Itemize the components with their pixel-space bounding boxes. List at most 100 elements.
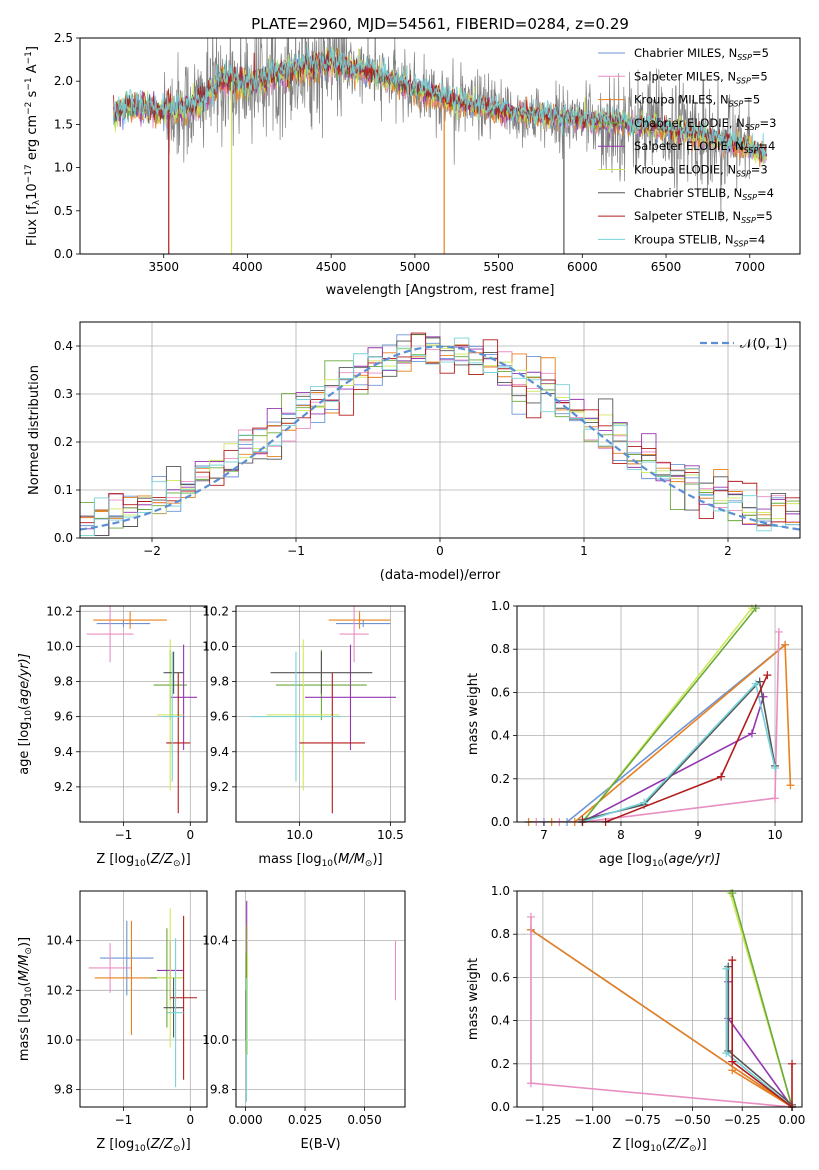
weight-vs-age-marker-salp-elodie: [747, 729, 756, 738]
weight-vs-z-ytick-label: 0.8: [491, 927, 510, 941]
spectrum-ytick-label: 1.5: [54, 117, 73, 131]
weight-vs-z-xtick-label: −0.50: [674, 1113, 711, 1127]
weight-vs-z-marker-salp-stelib: [788, 1059, 797, 1068]
age-vs-z-xtick-label: −1: [115, 828, 133, 842]
age-vs-z-ytick-label: 9.8: [54, 675, 73, 689]
legend-label-salp-elodie: Salpeter ELODIE, NSSP=4: [634, 139, 775, 155]
residuals-xtick-label: −1: [287, 544, 305, 558]
age-vs-mass-ytick-label: 10.0: [202, 639, 229, 653]
weight-vs-z-frame: [516, 890, 803, 1108]
weight-vs-age-marker-salp-miles: [774, 627, 783, 636]
mass-vs-ebv-xtick-label: 0.050: [347, 1113, 381, 1127]
weight-vs-age-xtick-label: 10: [767, 828, 782, 842]
residuals-xtick-label: 0: [436, 544, 444, 558]
legend-label-krou-elodie: Kroupa ELODIE, NSSP=3: [634, 163, 768, 179]
weight-vs-age-line-chab-miles: [528, 644, 786, 822]
weight-vs-age-xtick-label: 8: [617, 828, 625, 842]
age-vs-z-ytick-label: 9.2: [54, 780, 73, 794]
weight-vs-age-ytick-label: 0.8: [491, 642, 510, 656]
weight-vs-age-line-salp-stelib: [582, 674, 769, 822]
weight-vs-z-marker-salp-stelib: [728, 1057, 737, 1066]
weight-vs-age-marker-salp-stelib: [717, 772, 726, 781]
weight-vs-z-xtick-label: −1.25: [525, 1113, 562, 1127]
legend-gaussian-label: 𝒩(0, 1): [740, 337, 787, 352]
residuals-ytick-label: 0.4: [54, 339, 73, 353]
weight-vs-age-xtick-label: 7: [540, 828, 548, 842]
weight-vs-age-line-salp-miles: [536, 631, 780, 822]
weight-vs-z-xtick-label: −0.25: [724, 1113, 761, 1127]
legend-label-krou-miles: Kroupa MILES, NSSP=5: [634, 93, 760, 109]
mass-vs-ebv-ytick-label: 10.4: [202, 934, 229, 948]
mass-vs-ebv-xlabel: E(B-V): [300, 1137, 340, 1152]
age-vs-mass-frame: [235, 605, 406, 823]
spectrum-ytick-label: 2.0: [54, 74, 73, 88]
weight-vs-z-marker-krou-stelib: [722, 964, 731, 973]
weight-vs-age-line-chab-elodie: [581, 607, 757, 822]
spectrum-xtick-label: 6000: [567, 260, 598, 274]
residuals-xtick-label: 2: [724, 544, 732, 558]
weight-vs-age-line-krou-stelib: [582, 682, 776, 822]
spectrum-xtick-label: 6500: [651, 260, 682, 274]
weight-vs-z-marker-salp-stelib: [728, 956, 737, 965]
age-vs-mass-xtick-label: 10.0: [286, 828, 313, 842]
age-vs-mass-axes: [236, 606, 405, 822]
weight-vs-z-ytick-label: 0.4: [491, 1014, 510, 1028]
weight-vs-age-marker-krou-stelib: [771, 764, 780, 772]
weight-vs-age-marker-chab-elodie: [751, 604, 760, 613]
weight-vs-z-marker-krou-miles: [728, 1066, 737, 1075]
residuals-ytick-label: 0.1: [54, 483, 73, 497]
mass-vs-z-xtick-label: −1: [115, 1113, 133, 1127]
age-vs-z-ytick-label: 9.6: [54, 710, 73, 724]
gaussian-reference-line: [80, 345, 800, 531]
residuals-ylabel: Normed distribution: [27, 365, 42, 495]
weight-vs-z-xtick-label: −1.00: [574, 1113, 611, 1127]
model-spectrum-krou-stelib: [113, 46, 767, 164]
weight-vs-age-marker-salp-miles: [771, 794, 780, 803]
age-vs-z-ytick-label: 10.0: [46, 639, 73, 653]
figure-title: PLATE=2960, MJD=54561, FIBERID=0284, z=0…: [251, 15, 629, 33]
mass-vs-ebv-frame: [235, 890, 406, 1108]
weight-vs-age-frame: [516, 605, 803, 823]
mass-vs-ebv-xtick-label: 0.025: [288, 1113, 322, 1127]
age-vs-mass-ytick-label: 9.2: [210, 780, 229, 794]
residuals-xtick-label: 1: [580, 544, 588, 558]
legend-label-chab-elodie: Chabrier ELODIE, NSSP=3: [634, 116, 776, 132]
age-vs-mass-xtick-label: 10.5: [377, 828, 404, 842]
weight-vs-age-marker-salp-stelib: [763, 671, 772, 680]
spectrum-xlabel: wavelength [Angstrom, rest frame]: [326, 283, 555, 298]
legend-label-salp-miles: Salpeter MILES, NSSP=5: [634, 69, 768, 85]
weight-vs-z-ytick-label: 0.2: [491, 1057, 510, 1071]
residuals-xlabel: (data-model)/error: [380, 568, 501, 583]
spectrum-ylabel: Flux [fλ10−17 erg cm−2 s−1 A−1]: [24, 46, 42, 246]
legend-label-krou-stelib: Kroupa STELIB, NSSP=4: [634, 232, 765, 248]
weight-vs-age-ylabel: mass weight: [466, 673, 481, 755]
age-vs-z-ytick-label: 10.2: [46, 604, 73, 618]
age-vs-mass-ytick-label: 10.2: [202, 604, 229, 618]
weight-vs-z-xtick-label: 0.00: [779, 1113, 806, 1127]
mass-vs-z-axes: [80, 891, 207, 1107]
weight-vs-z-ytick-label: 1.0: [491, 884, 510, 898]
weight-vs-age-marker-krou-miles: [781, 640, 790, 649]
age-vs-z-axes: [80, 606, 207, 822]
age-vs-mass-ytick-label: 9.8: [210, 675, 229, 689]
weight-vs-z-marker-chab-elodie: [728, 889, 737, 898]
weight-vs-age-marker-krou-miles: [786, 781, 795, 790]
age-vs-mass-ytick-label: 9.6: [210, 710, 229, 724]
residuals-ytick-label: 0.0: [54, 531, 73, 545]
mass-vs-z-xlabel: Z [log10(Z/Z⊙)]: [96, 1137, 190, 1154]
mass-vs-z-ylabel: mass [log10(M/M⊙)]: [17, 937, 34, 1061]
legend-label-chab-miles: Chabrier MILES, NSSP=5: [634, 46, 769, 62]
histogram-krou-stelib: [80, 337, 800, 538]
age-vs-mass-ytick-label: 9.4: [210, 745, 229, 759]
weight-vs-z-line-krou-miles: [530, 929, 793, 1107]
weight-vs-age-xlabel: age [log10(age/yr)]: [599, 852, 721, 869]
weight-vs-age-ytick-label: 0.6: [491, 685, 510, 699]
mass-vs-ebv-ytick-label: 9.8: [210, 1083, 229, 1097]
weight-vs-z-marker-salp-miles: [526, 912, 535, 921]
spectrum-ytick-label: 0.0: [54, 247, 73, 261]
spectrum-xtick-label: 3500: [148, 260, 179, 274]
spectrum-xtick-label: 5500: [483, 260, 514, 274]
age-vs-z-xlabel: Z [log10(Z/Z⊙)]: [96, 852, 190, 869]
weight-vs-z-ytick-label: 0.0: [491, 1100, 510, 1114]
